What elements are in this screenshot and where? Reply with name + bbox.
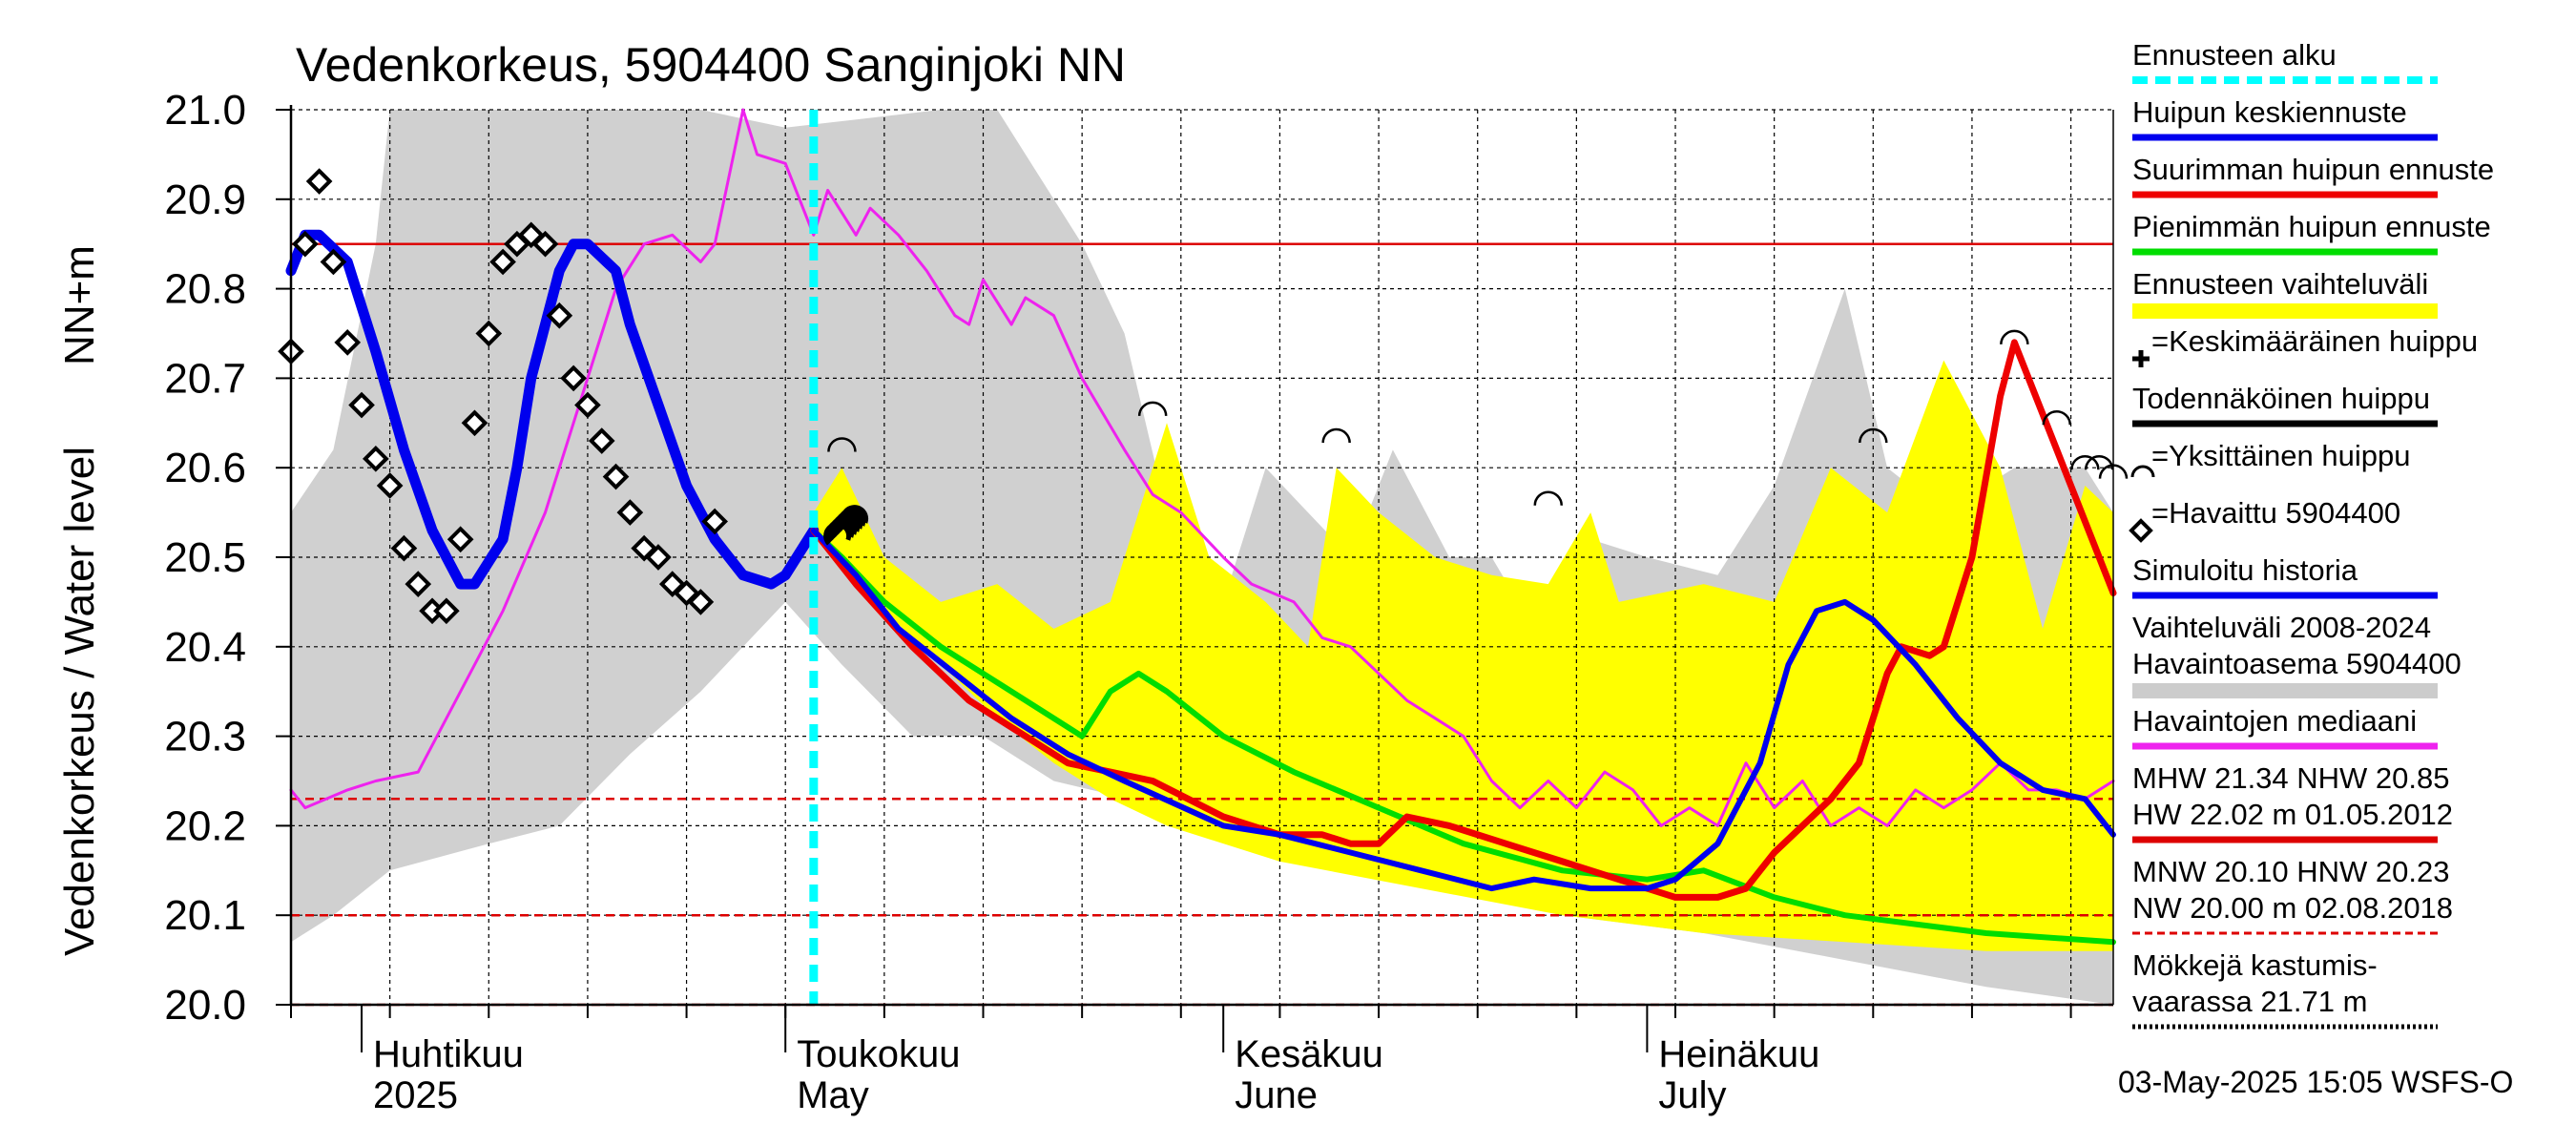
- observed-point: [531, 230, 559, 258]
- peak-marker: [2070, 455, 2100, 470]
- footer-timestamp: 03-May-2025 15:05 WSFS-O: [2118, 1065, 2513, 1099]
- peak-markers: [827, 329, 2129, 506]
- legend-label-2: Havaintoasema 5904400: [2132, 647, 2462, 680]
- legend-diamond-symbol: [2129, 518, 2153, 543]
- observed-point: [320, 248, 347, 276]
- legend-label: =Yksittäinen huippu: [2151, 439, 2410, 472]
- legend-label: Mökkejä kastumis-: [2132, 948, 2378, 982]
- y-tick-label: 20.0: [164, 982, 246, 1029]
- legend-arc-symbol: [2130, 465, 2155, 478]
- observed-point: [616, 499, 644, 526]
- legend-label: Pienimmän huipun ennuste: [2132, 210, 2491, 243]
- legend-label: Havaintojen mediaani: [2132, 704, 2417, 738]
- series-lines: [285, 108, 2117, 946]
- month-label-en: July: [1658, 1074, 1726, 1116]
- y-tick-label: 20.6: [164, 445, 246, 491]
- peak-marker: [1137, 401, 1168, 417]
- series-line: [289, 108, 2115, 827]
- series-line: [285, 229, 820, 590]
- legend: Ennusteen alku Huipun keskiennuste Suurimm…: [2129, 38, 2494, 1030]
- axes: 20.0 20.1 20.2 20.3 20.4 20.5 20.6 20.7 20.8 20.9…: [164, 87, 2114, 1116]
- y-tick-label: 20.4: [164, 624, 246, 671]
- legend-label: Todennäköinen huippu: [2132, 382, 2430, 415]
- observed-point: [588, 427, 615, 454]
- observed-point: [546, 302, 573, 329]
- legend-label: MNW 20.10 HNW 20.23: [2132, 855, 2450, 888]
- observed-point: [560, 364, 587, 392]
- observed-point: [687, 589, 715, 615]
- legend-label-2: NW 20.00 m 02.08.2018: [2132, 891, 2453, 925]
- y-tick-label: 20.8: [164, 266, 246, 313]
- y-tick-label: 20.9: [164, 177, 246, 223]
- observed-point: [645, 544, 672, 571]
- forecast-range-area: [813, 360, 2113, 951]
- series-line: [810, 527, 2116, 946]
- observed-point: [447, 526, 474, 553]
- y-tick-label: 20.2: [164, 802, 246, 849]
- y-tick-label: 20.7: [164, 355, 246, 402]
- month-label-fi: Kesäkuu: [1235, 1033, 1383, 1075]
- observed-point: [363, 445, 389, 472]
- series-line: [810, 527, 2116, 892]
- observed-point: [390, 534, 418, 562]
- legend-label: Vaihteluväli 2008-2024: [2132, 611, 2431, 644]
- y-tick-label: 20.5: [164, 534, 246, 581]
- peak-marker: [1859, 427, 1888, 444]
- observed-point: [405, 571, 432, 597]
- y-tick-label: 20.3: [164, 714, 246, 760]
- forecast-range-band: [813, 360, 2113, 951]
- observed-point: [305, 168, 333, 195]
- observed-point: [433, 597, 460, 625]
- month-label-en: June: [1235, 1074, 1318, 1116]
- legend-band-swatch: [2132, 303, 2438, 319]
- legend-label: MHW 21.34 NHW 20.85: [2132, 761, 2450, 795]
- legend-cross-symbol: [2132, 350, 2150, 367]
- forecast-peak-cluster: [841, 505, 869, 529]
- month-label-en: May: [797, 1074, 869, 1116]
- peak-marker: [2042, 410, 2072, 426]
- y-axis-label: Vedenkorkeus / Water level: [56, 447, 103, 956]
- y-axis-unit: NN+m: [56, 245, 103, 365]
- legend-label: Ennusteen alku: [2132, 38, 2337, 72]
- month-label-fi: Toukokuu: [797, 1033, 960, 1075]
- observed-point: [602, 463, 630, 490]
- y-tick-label: 21.0: [164, 87, 246, 134]
- legend-label: =Keskimääräinen huippu: [2151, 324, 2478, 358]
- peak-marker: [1533, 490, 1563, 506]
- month-label-fi: Heinäkuu: [1658, 1033, 1819, 1075]
- observed-point: [376, 472, 404, 499]
- observed-point: [489, 248, 516, 276]
- peak-marker: [2000, 329, 2029, 344]
- observed-point: [291, 230, 319, 258]
- observed-markers: [278, 168, 869, 625]
- legend-label-2: HW 22.02 m 01.05.2012: [2132, 798, 2453, 831]
- peak-marker: [1321, 427, 1351, 444]
- observed-point: [574, 391, 601, 419]
- legend-label-2: vaarassa 21.71 m: [2132, 985, 2367, 1018]
- observed-point: [475, 320, 503, 347]
- observed-point: [701, 508, 729, 535]
- chart-title: Vedenkorkeus, 5904400 Sanginjoki NN: [296, 38, 1126, 92]
- legend-label: Suurimman huipun ennuste: [2132, 153, 2494, 186]
- peak-marker: [827, 437, 857, 452]
- month-label-fi: Huhtikuu: [373, 1033, 524, 1075]
- legend-label: Ennusteen vaihteluväli: [2132, 267, 2428, 301]
- observed-point: [334, 329, 362, 356]
- legend-label: Simuloitu historia: [2132, 553, 2358, 587]
- month-label-en: 2025: [373, 1074, 458, 1116]
- y-tick-label: 20.1: [164, 892, 246, 939]
- observed-point: [348, 391, 375, 419]
- legend-band-swatch: [2132, 683, 2438, 698]
- observed-point: [461, 409, 488, 437]
- legend-label: =Havaittu 5904400: [2151, 496, 2400, 530]
- legend-label: Huipun keskiennuste: [2132, 95, 2407, 129]
